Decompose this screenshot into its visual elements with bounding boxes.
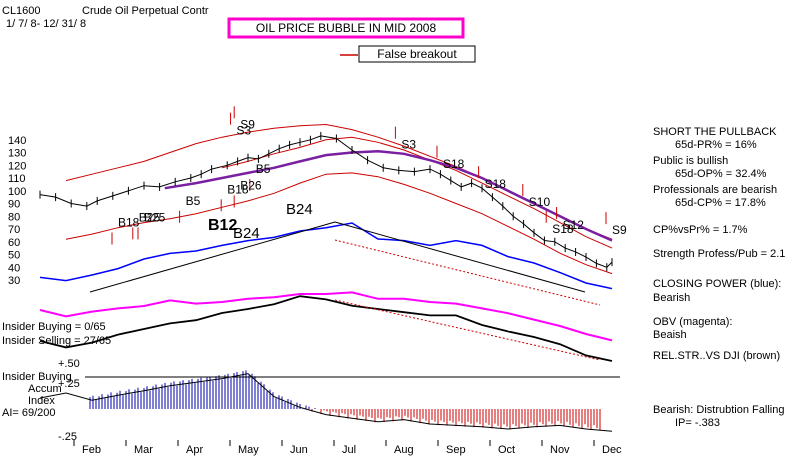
y-tick-label: 60 bbox=[8, 237, 20, 249]
side-panel-line: CLOSING POWER (blue): bbox=[653, 278, 781, 290]
signal-s3: S3 bbox=[401, 138, 416, 152]
signal-s9: S9 bbox=[240, 117, 255, 131]
x-tick-label: Aug bbox=[394, 444, 414, 456]
signal-b25: B25 bbox=[144, 210, 166, 224]
y-tick-label: 30 bbox=[8, 275, 20, 287]
signal-b18: B18 bbox=[227, 182, 249, 196]
x-tick-label: Jun bbox=[290, 444, 308, 456]
accum-index-bars bbox=[39, 370, 613, 432]
price-line bbox=[39, 135, 613, 268]
symbol: CL1600 bbox=[2, 5, 41, 17]
x-tick-label: Dec bbox=[602, 444, 622, 456]
accum-ma-line bbox=[39, 373, 613, 432]
x-tick-label: Sep bbox=[446, 444, 466, 456]
signal-s3: S3 bbox=[237, 124, 252, 138]
side-panel-line: SHORT THE PULLBACK bbox=[653, 126, 777, 138]
side-panel-line: Professionals are bearish bbox=[653, 184, 777, 196]
y-tick-label: 50 bbox=[8, 250, 20, 262]
insider-buying-2: Insider Buying bbox=[2, 371, 72, 383]
side-panel-line: Beaish bbox=[653, 329, 687, 341]
x-tick-label: Feb bbox=[82, 444, 101, 456]
y-tick-label: 70 bbox=[8, 224, 20, 236]
relstr-line bbox=[39, 295, 613, 362]
signal-s9: S9 bbox=[612, 223, 627, 237]
y-tick-label: 40 bbox=[8, 262, 20, 274]
banner-text: OIL PRICE BUBBLE IN MID 2008 bbox=[256, 21, 437, 35]
y-tick-label: 110 bbox=[8, 173, 26, 185]
ai-label: AI= 69/200 bbox=[2, 407, 56, 419]
y-tick-label: 80 bbox=[8, 211, 20, 223]
side-panel-line: IP= -.383 bbox=[675, 417, 720, 429]
y-tick-label: 100 bbox=[8, 186, 26, 198]
trend-line-up bbox=[89, 221, 336, 293]
side-panel-line: Bearish bbox=[653, 292, 690, 304]
obv-line bbox=[39, 291, 613, 342]
side-panel-line: OBV (magenta): bbox=[653, 316, 732, 328]
x-tick-label: Mar bbox=[134, 444, 153, 456]
y-tick-label: 120 bbox=[8, 160, 26, 172]
signal-b5: B5 bbox=[186, 194, 201, 208]
y-tick-label: 90 bbox=[8, 199, 20, 211]
x-tick-label: Apr bbox=[186, 444, 203, 456]
price-series bbox=[39, 131, 613, 272]
signal-s12: S12 bbox=[563, 218, 585, 232]
signal-b18: B18 bbox=[118, 215, 140, 229]
x-tick-label: Oct bbox=[498, 444, 515, 456]
banner-box bbox=[227, 17, 465, 39]
signal-s18: S18 bbox=[485, 177, 507, 191]
accum-label: Accum bbox=[28, 383, 62, 395]
inner-upper-line bbox=[221, 136, 613, 249]
signal-s18: S18 bbox=[443, 157, 465, 171]
side-panel-line: Strength Profess/Pub = 2.1 bbox=[653, 248, 785, 260]
signal-s18: S18 bbox=[552, 222, 574, 236]
index-label: Index bbox=[28, 395, 55, 407]
side-panel-line: 65d-OP% = 32.4% bbox=[675, 168, 767, 180]
side-panel-line: 65d-PR% = 16% bbox=[675, 139, 757, 151]
plus25-label: +.25 bbox=[58, 378, 80, 390]
b24-label-a: B24 bbox=[286, 201, 313, 218]
lower-band-line bbox=[65, 172, 613, 275]
minus25-label: -.25 bbox=[58, 431, 77, 443]
signal-b25: B25 bbox=[139, 210, 161, 224]
y-tick-label: 140 bbox=[8, 135, 26, 147]
signal-s10: S10 bbox=[529, 195, 551, 209]
x-tick-label: Nov bbox=[550, 444, 570, 456]
instrument-name: Crude Oil Perpetual Contr bbox=[82, 5, 209, 17]
signal-b26: B26 bbox=[240, 178, 262, 192]
b24-label-b: B24 bbox=[233, 225, 260, 242]
signal-b5: B5 bbox=[256, 162, 271, 176]
moving-average-line bbox=[164, 149, 613, 242]
trend-line-down bbox=[334, 221, 586, 293]
side-panel-line: CP%vsPr% = 1.7% bbox=[653, 224, 748, 236]
y-tick-label: 130 bbox=[8, 148, 26, 160]
x-tick-label: Jul bbox=[342, 444, 356, 456]
band-lines bbox=[65, 123, 613, 275]
x-tick-label: May bbox=[238, 444, 259, 456]
side-panel-line: 65d-CP% = 17.8% bbox=[675, 197, 766, 209]
side-panel-line: Public is bullish bbox=[653, 155, 728, 167]
relstr-ma-line bbox=[334, 299, 601, 361]
date-range: 1/ 7/ 8- 12/ 31/ 8 bbox=[6, 18, 86, 30]
cp-ma-line bbox=[334, 239, 601, 306]
plus50-label: +.50 bbox=[58, 358, 80, 370]
side-panel-line: Bearish: Distrubtion Falling bbox=[653, 404, 784, 416]
b12-label: B12 bbox=[208, 217, 237, 234]
side-panel-line: REL.STR..VS DJI (brown) bbox=[653, 350, 780, 362]
insider-buying: Insider Buying = 0/65 bbox=[2, 321, 106, 333]
closing-power-line bbox=[39, 222, 613, 290]
breakout-note: False breakout bbox=[377, 47, 457, 61]
breakout-box bbox=[358, 45, 476, 63]
insider-selling: Insider Selling = 27/65 bbox=[2, 335, 111, 347]
indicator-lines bbox=[39, 222, 613, 362]
